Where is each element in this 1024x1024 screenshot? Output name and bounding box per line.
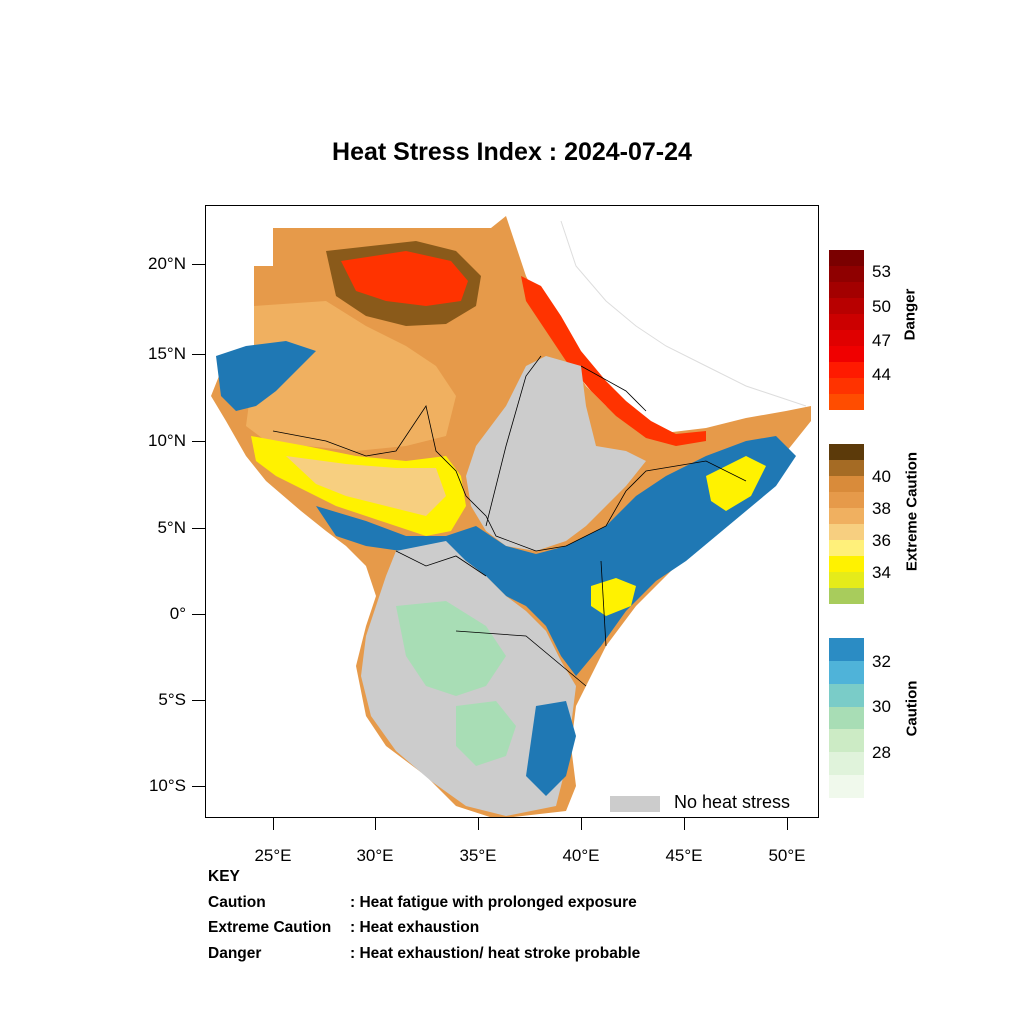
caution-colorbar: [829, 638, 864, 798]
map-title: Heat Stress Index : 2024-07-24: [332, 138, 692, 166]
colorbar-swatch: [829, 330, 864, 346]
x-tick-label: 50°E: [768, 846, 806, 865]
caution-tick-label: 32: [872, 652, 891, 671]
colorbar-swatch: [829, 540, 864, 556]
x-tick-label: 40°E: [562, 846, 600, 865]
y-tick-mark: [192, 264, 205, 265]
caution-tick-label: 28: [872, 743, 891, 762]
x-tick-mark: [273, 818, 274, 830]
key-row-extreme-caution: Extreme Caution : Heat exhaustion: [208, 919, 479, 937]
y-tick-label: 20°N: [148, 254, 186, 273]
map-plot-area: [205, 205, 819, 818]
y-tick-mark: [192, 786, 205, 787]
danger-tick-label: 47: [872, 331, 891, 350]
colorbar-swatch: [829, 314, 864, 330]
danger-tick-label: 53: [872, 262, 891, 281]
heat-stress-map: [211, 216, 811, 817]
key-term: Extreme Caution: [208, 919, 332, 936]
colorbar-swatch: [829, 266, 864, 282]
extreme-tick-label: 34: [872, 563, 891, 582]
y-tick-mark: [192, 528, 205, 529]
y-tick-label: 15°N: [148, 344, 186, 363]
colorbar-swatch: [829, 282, 864, 298]
x-tick-mark: [684, 818, 685, 830]
colorbar-swatch: [829, 524, 864, 540]
y-tick-mark: [192, 441, 205, 442]
x-tick-mark: [478, 818, 479, 830]
colorbar-swatch: [829, 378, 864, 394]
y-tick-label: 0°: [169, 604, 186, 623]
y-tick-label: 10°S: [148, 776, 186, 795]
extreme-caution-colorbar: [829, 444, 864, 604]
danger-tick-label: 50: [872, 297, 891, 316]
colorbar-swatch: [829, 556, 864, 572]
extreme-tick-label: 36: [872, 531, 891, 550]
key-heading: KEY: [208, 868, 240, 885]
colorbar-swatch: [829, 362, 864, 378]
x-tick-label: 35°E: [459, 846, 497, 865]
key-description: : Heat exhaustion/ heat stroke probable: [350, 945, 641, 962]
key-term: Danger: [208, 945, 262, 962]
x-tick-mark: [787, 818, 788, 830]
legend-label: No heat stress: [674, 792, 791, 812]
colorbar-swatch: [829, 588, 864, 604]
colorbar-swatch: [829, 298, 864, 314]
extreme-caution-colorbar-title: Extreme Caution: [903, 451, 921, 572]
danger-colorbar: [829, 250, 864, 410]
colorbar-swatch: [829, 638, 864, 661]
danger-tick-label: 44: [872, 365, 891, 384]
extreme-tick-label: 38: [872, 499, 891, 518]
danger-colorbar-title: Danger: [901, 288, 919, 341]
colorbar-swatch: [829, 683, 864, 707]
y-tick-label: 5°S: [158, 690, 186, 709]
x-tick-mark: [581, 818, 582, 830]
caution-colorbar-title: Caution: [903, 680, 921, 737]
no-heat-stress-legend: No heat stress: [602, 790, 816, 816]
no-heat-stress-highlands: [466, 356, 646, 551]
colorbar-swatch: [829, 394, 864, 410]
colorbar-swatch: [829, 729, 864, 753]
y-tick-mark: [192, 700, 205, 701]
key-row-danger: Danger : Heat exhaustion/ heat stroke pr…: [208, 945, 640, 963]
colorbar-swatch: [829, 572, 864, 588]
y-tick-label: 5°N: [157, 518, 186, 537]
colorbar-swatch: [829, 444, 864, 460]
key-term: Caution: [208, 894, 266, 911]
colorbar-swatch: [829, 346, 864, 362]
colorbar-swatch: [829, 775, 864, 798]
y-tick-mark: [192, 614, 205, 615]
key-description: : Heat fatigue with prolonged exposure: [350, 894, 637, 911]
colorbar-swatch: [829, 706, 864, 730]
colorbar-swatch: [829, 492, 864, 508]
x-tick-mark: [375, 818, 376, 830]
colorbar-swatch: [829, 460, 864, 476]
y-tick-mark: [192, 354, 205, 355]
caution-tick-label: 30: [872, 697, 891, 716]
y-tick-label: 10°N: [148, 431, 186, 450]
colorbar-swatch: [829, 508, 864, 524]
colorbar-swatch: [829, 660, 864, 684]
key-description: : Heat exhaustion: [350, 919, 480, 936]
key-row-caution: Caution : Heat fatigue with prolonged ex…: [208, 894, 637, 912]
colorbar-swatch: [829, 250, 864, 266]
colorbar-swatch: [829, 752, 864, 776]
colorbar-swatch: [829, 476, 864, 492]
legend-swatch-gray: [610, 796, 660, 812]
x-tick-label: 30°E: [356, 846, 394, 865]
x-tick-label: 45°E: [665, 846, 703, 865]
extreme-tick-label: 40: [872, 467, 891, 486]
x-tick-label: 25°E: [254, 846, 292, 865]
